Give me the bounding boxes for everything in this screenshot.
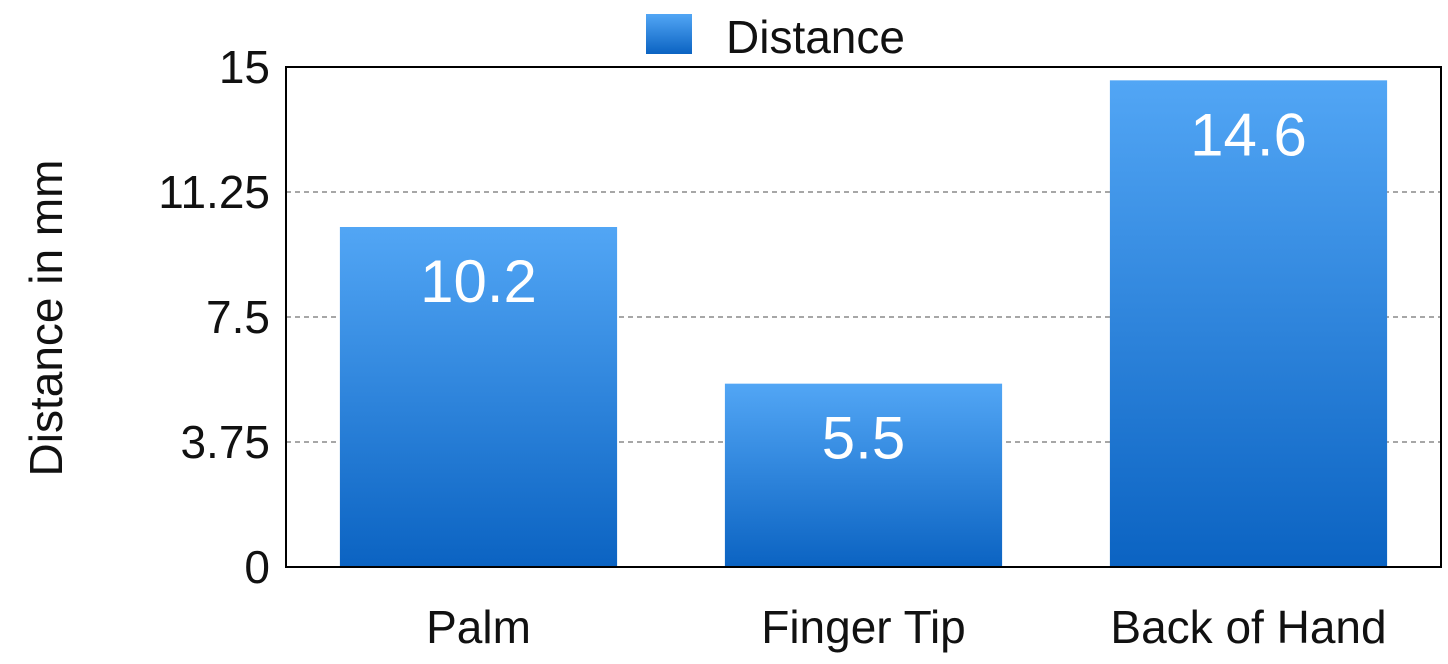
bar — [724, 383, 1003, 567]
x-tick-label: Palm — [426, 601, 531, 653]
y-tick-label: 11.25 — [158, 166, 270, 218]
legend: Distance — [646, 11, 905, 63]
legend-swatch — [646, 14, 692, 54]
y-axis-title: Distance in mm — [20, 160, 72, 477]
plot-frame — [285, 66, 1442, 568]
bar — [339, 227, 618, 567]
x-tick-label: Back of Hand — [1110, 601, 1386, 653]
y-tick-label: 3.75 — [180, 416, 270, 468]
y-tick-label: 0 — [244, 541, 270, 593]
bar-value-label: 5.5 — [822, 405, 905, 472]
y-tick-label: 15 — [219, 41, 270, 93]
data-labels: 10.2 5.5 14.6 — [420, 101, 1307, 471]
bars — [339, 80, 1388, 567]
legend-label: Distance — [726, 11, 905, 63]
bar-value-label: 14.6 — [1190, 101, 1307, 168]
y-tick-label: 7.5 — [206, 291, 270, 343]
bar — [1109, 80, 1388, 567]
x-tick-label: Finger Tip — [761, 601, 966, 653]
y-tick-labels: 0 3.75 7.5 11.25 15 — [158, 41, 270, 593]
bar-value-label: 10.2 — [420, 248, 537, 315]
x-tick-labels: Palm Finger Tip Back of Hand — [426, 601, 1386, 653]
